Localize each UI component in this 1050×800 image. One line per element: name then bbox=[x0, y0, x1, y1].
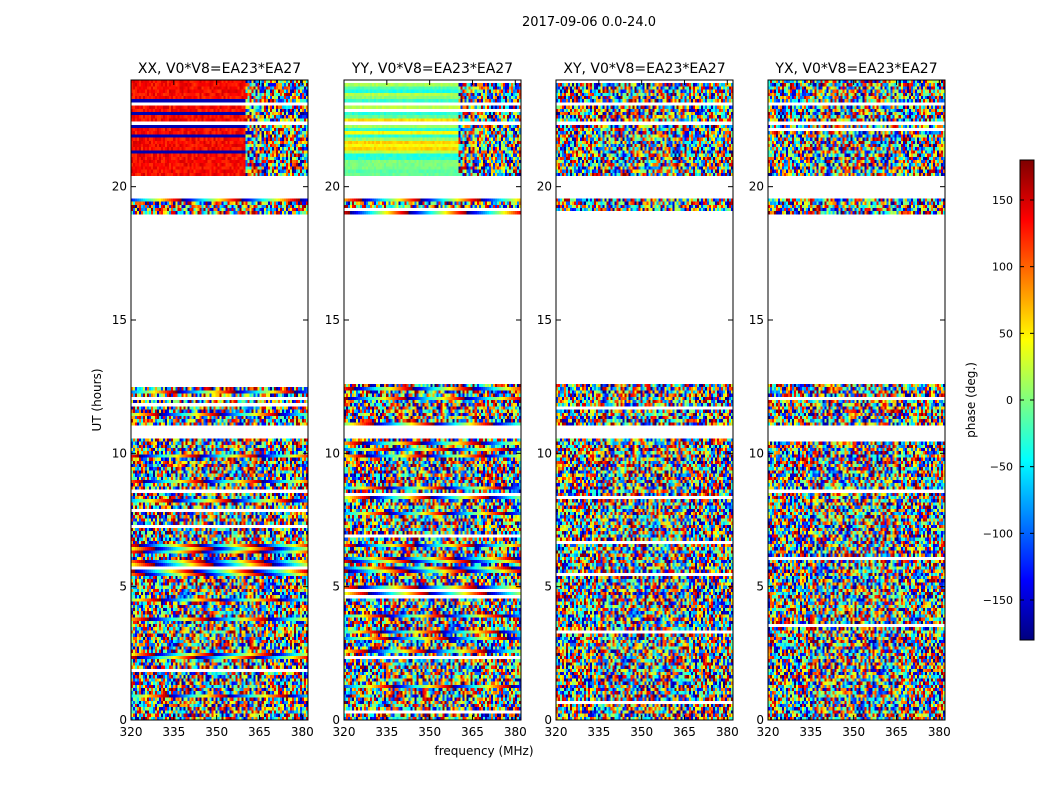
colorbar-ticks: 150 100 50 0 −50 −100 −150 bbox=[983, 194, 1034, 607]
colorbar-tick-label: −100 bbox=[983, 527, 1013, 540]
y-tick-label: 15 bbox=[112, 313, 127, 327]
y-tick-label: 5 bbox=[332, 580, 340, 594]
y-tick-label: 20 bbox=[325, 180, 340, 194]
panel-frame bbox=[130, 79, 309, 721]
y-tick-label: 15 bbox=[749, 313, 764, 327]
y-tick-label: 15 bbox=[325, 313, 340, 327]
x-tick-label: 350 bbox=[630, 725, 653, 739]
x-tick-label: 320 bbox=[120, 725, 143, 739]
x-tick-label: 380 bbox=[291, 725, 314, 739]
y-tick-label: 10 bbox=[112, 446, 127, 460]
y-tick-label: 15 bbox=[537, 313, 552, 327]
panel-title: XX, V0*V8=EA23*EA27 bbox=[138, 61, 301, 77]
x-axis-label: frequency (MHz) bbox=[434, 744, 533, 758]
y-tick-label: 10 bbox=[749, 446, 764, 460]
panel-title: XY, V0*V8=EA23*EA27 bbox=[563, 61, 725, 77]
panel-4: YX, V0*V8=EA23*EA27 320 335 350 365 380 0 5 10 15… bbox=[749, 61, 951, 739]
panel-3: XY, V0*V8=EA23*EA27 320 335 350 365 380 0 5 10 15… bbox=[537, 61, 739, 739]
x-tick-label: 335 bbox=[587, 725, 610, 739]
x-tick-label: 350 bbox=[842, 725, 865, 739]
x-tick-label: 350 bbox=[205, 725, 228, 739]
x-tick-label: 380 bbox=[504, 725, 527, 739]
y-tick-label: 20 bbox=[112, 180, 127, 194]
panel-title: YX, V0*V8=EA23*EA27 bbox=[774, 61, 937, 77]
colorbar-tick-label: 150 bbox=[992, 194, 1013, 207]
panel-frame bbox=[767, 79, 946, 721]
panel-heatmap bbox=[131, 80, 308, 720]
y-tick-label: 0 bbox=[756, 713, 764, 727]
x-tick-label: 350 bbox=[418, 725, 441, 739]
panel-heatmap bbox=[556, 80, 733, 720]
x-tick-label: 365 bbox=[885, 725, 908, 739]
x-tick-label: 365 bbox=[248, 725, 271, 739]
colorbar-tick-label: −50 bbox=[990, 461, 1013, 474]
colorbar-label: phase (deg.) bbox=[964, 362, 978, 438]
panel-heatmap bbox=[344, 80, 521, 720]
panel-2: YY, V0*V8=EA23*EA27 320 335 350 365 380 0 5 10 15… bbox=[325, 61, 527, 739]
colorbar-tick-label: 0 bbox=[1006, 394, 1013, 407]
colorbar-tick-label: 50 bbox=[999, 327, 1013, 340]
y-tick-label: 10 bbox=[325, 446, 340, 460]
x-tick-label: 380 bbox=[716, 725, 739, 739]
y-axis-label: UT (hours) bbox=[90, 368, 104, 431]
x-tick-label: 335 bbox=[162, 725, 185, 739]
x-tick-label: 335 bbox=[799, 725, 822, 739]
y-tick-label: 20 bbox=[537, 180, 552, 194]
colorbar: 150 100 50 0 −50 −100 −150 phase (deg.) bbox=[964, 159, 1035, 641]
panels-group: XX, V0*V8=EA23*EA27 320 335 350 365 380 0 5 10 15… bbox=[112, 61, 951, 739]
y-tick-label: 5 bbox=[544, 580, 552, 594]
panel-title: YY, V0*V8=EA23*EA27 bbox=[351, 61, 513, 77]
y-tick-label: 10 bbox=[537, 446, 552, 460]
y-tick-label: 0 bbox=[544, 713, 552, 727]
y-tick-label: 5 bbox=[119, 580, 127, 594]
figure-suptitle: 2017-09-06 0.0-24.0 bbox=[522, 15, 656, 30]
x-tick-label: 320 bbox=[545, 725, 568, 739]
panel-frame bbox=[343, 79, 522, 721]
x-tick-label: 380 bbox=[928, 725, 951, 739]
panel-heatmap bbox=[768, 80, 945, 720]
colorbar-tick-label: 100 bbox=[992, 261, 1013, 274]
y-tick-label: 0 bbox=[119, 713, 127, 727]
x-tick-label: 365 bbox=[673, 725, 696, 739]
y-tick-label: 0 bbox=[332, 713, 340, 727]
colorbar-tick-label: −150 bbox=[983, 594, 1013, 607]
panel-frame bbox=[555, 79, 734, 721]
x-tick-label: 320 bbox=[757, 725, 780, 739]
y-tick-label: 5 bbox=[756, 580, 764, 594]
x-tick-label: 335 bbox=[375, 725, 398, 739]
x-tick-label: 365 bbox=[461, 725, 484, 739]
x-tick-label: 320 bbox=[333, 725, 356, 739]
y-tick-label: 20 bbox=[749, 180, 764, 194]
panel-1: XX, V0*V8=EA23*EA27 320 335 350 365 380 0 5 10 15… bbox=[112, 61, 314, 739]
